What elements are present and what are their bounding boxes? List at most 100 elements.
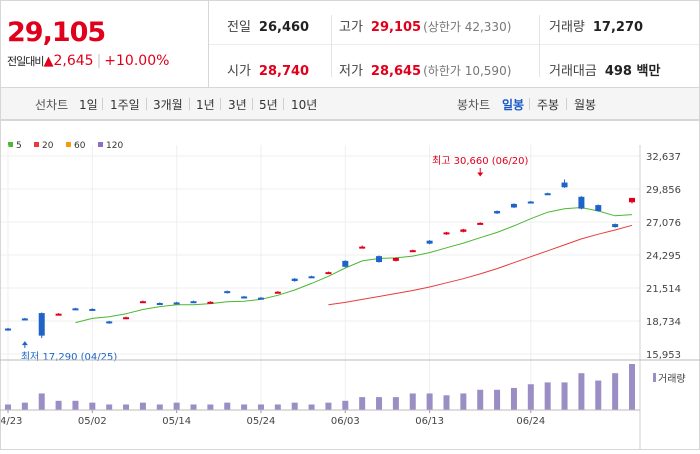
candle — [291, 278, 298, 282]
volume-bar — [139, 402, 146, 410]
candle-body — [494, 211, 501, 214]
period-3m[interactable]: 3개월 — [153, 98, 183, 112]
period-1d[interactable]: 1일 — [79, 98, 98, 112]
volume-bar — [308, 404, 315, 410]
change-line: 전일대비▲2,645 | +10.00% — [7, 53, 169, 69]
prev-close-stat: 전일 26,460 — [227, 16, 309, 35]
candle-body — [72, 308, 79, 311]
candle — [494, 210, 501, 214]
candle — [629, 197, 635, 204]
volume-bar — [21, 402, 28, 410]
lower-limit: (하한가 10,590) — [423, 64, 512, 78]
candle-body — [21, 318, 28, 321]
period-10y[interactable]: 10년 — [291, 98, 318, 112]
volume-bar — [274, 404, 281, 410]
volume-bar — [392, 397, 399, 410]
volume-bar — [376, 397, 383, 410]
candle-daily[interactable]: 일봉 — [502, 98, 525, 112]
high-annotation: 최고 30,660 (06/20) — [432, 155, 528, 167]
open-stat: 시가 28,740 — [227, 60, 309, 79]
volume-bar — [477, 389, 484, 410]
change-label: 전일대비 — [7, 55, 44, 68]
candle — [173, 301, 180, 305]
x-tick-label: 06/24 — [516, 416, 545, 427]
volume-bar — [359, 397, 366, 410]
high-stat: 고가 29,105 (상한가 42,330) — [339, 16, 511, 35]
x-tick-label: 05/14 — [162, 416, 191, 427]
candle — [578, 196, 585, 210]
volume-bar — [510, 387, 517, 410]
candle — [224, 290, 231, 294]
y-tick-label: 21,514 — [646, 284, 681, 295]
toolbar-divider — [146, 98, 147, 110]
prev-close-value: 26,460 — [258, 20, 310, 35]
candle — [55, 313, 62, 316]
volume-bar — [207, 404, 214, 410]
candle — [207, 301, 214, 304]
candle-body — [173, 302, 180, 305]
summary-col-divider — [539, 15, 540, 77]
candle-body — [595, 205, 602, 212]
candle — [612, 223, 619, 228]
candle-body — [376, 256, 383, 263]
volume-value: 17,270 — [592, 20, 644, 35]
current-price: 29,105 — [7, 17, 106, 48]
amount-stat: 거래대금 498 백만 — [549, 60, 660, 79]
date-axis: 04/23 05/02 05/14 05/24 06/03 06/13 06/24 — [0, 410, 545, 427]
candle — [156, 302, 163, 306]
candle-body — [207, 301, 214, 304]
toolbar-divider — [252, 98, 253, 110]
candle-body — [426, 240, 433, 244]
low-annotation: 최저 17,290 (04/25) — [21, 351, 117, 363]
ma20-line — [328, 224, 633, 306]
open-value: 28,740 — [258, 64, 310, 79]
volume-bar — [190, 404, 197, 410]
toolbar-divider — [283, 98, 284, 110]
x-tick-label: 04/23 — [0, 416, 22, 427]
candle-body — [257, 297, 264, 300]
candle — [257, 297, 264, 300]
y-tick-label: 18,734 — [646, 317, 681, 328]
candle-body — [89, 308, 96, 311]
candle — [139, 300, 146, 304]
candle — [595, 204, 602, 212]
candle-weekly[interactable]: 주봉 — [537, 98, 560, 112]
candle — [527, 200, 534, 204]
candle-body — [544, 193, 551, 196]
y-tick-label: 29,856 — [646, 185, 681, 196]
quote-summary: 29,105 전일대비▲2,645 | +10.00% 전일 26,460 고가 29,… — [0, 0, 700, 88]
period-3y[interactable]: 3년 — [228, 98, 247, 112]
candle-body — [578, 196, 585, 209]
volume-bar — [325, 402, 332, 410]
period-1y[interactable]: 1년 — [196, 98, 215, 112]
low-arrow-icon — [21, 341, 28, 346]
high-value: 29,105 — [370, 20, 422, 35]
low-stat: 저가 28,645 (하한가 10,590) — [339, 60, 511, 79]
volume-bar — [241, 404, 248, 410]
up-arrow-icon: ▲ — [43, 54, 54, 69]
volume-bar — [561, 382, 568, 410]
volume-bar — [595, 380, 602, 410]
candle-body — [612, 224, 619, 228]
candle-body — [139, 301, 146, 304]
period-5y[interactable]: 5년 — [259, 98, 278, 112]
candle — [510, 203, 517, 209]
candle — [21, 317, 28, 321]
candle-monthly[interactable]: 월봉 — [574, 98, 597, 112]
volume-bar — [426, 393, 433, 410]
candle-body — [308, 276, 315, 279]
high-label: 고가 — [339, 20, 363, 35]
candle-body — [274, 291, 281, 294]
upper-limit: (상한가 42,330) — [423, 20, 512, 34]
legend-swatch-20 — [34, 142, 39, 147]
legend-swatch-5 — [8, 142, 13, 147]
candle-body — [5, 328, 11, 331]
chart-toolbar: 선차트 1일 1주일 3개월 1년 3년 5년 10년 봉차트 일봉 주봉 월봉 — [0, 88, 700, 120]
period-1w[interactable]: 1주일 — [110, 98, 140, 112]
volume-bar — [5, 404, 11, 410]
candle-body — [392, 257, 399, 261]
volume-stat: 거래량 17,270 — [549, 16, 643, 35]
volume-bar — [544, 382, 551, 410]
grid-lines — [0, 145, 640, 410]
